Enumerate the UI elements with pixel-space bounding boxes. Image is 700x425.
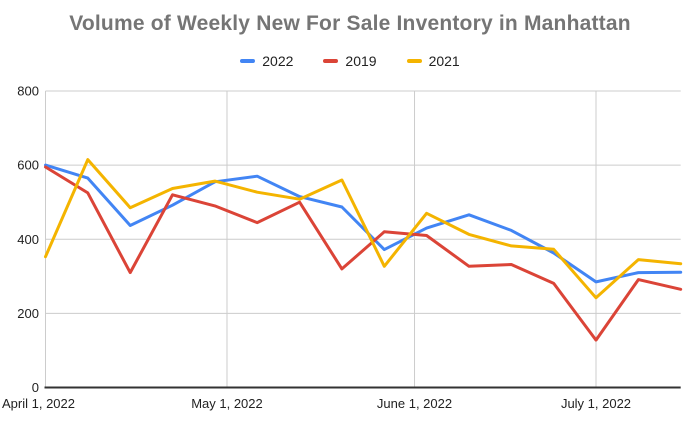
y-axis-tick-label: 600 [17,158,39,173]
series-line-2022 [44,163,683,284]
series-line-2021 [44,158,683,300]
chart-title: Volume of Weekly New For Sale Inventory … [69,12,631,35]
legend-swatch-2022-icon [240,59,256,63]
x-axis-tick-label: July 1, 2022 [561,396,631,411]
legend-label-2022: 2022 [262,53,294,69]
x-axis-tick-label: April 1, 2022 [2,396,75,411]
legend-item-2019: 2019 [323,53,377,69]
y-axis-tick-label: 200 [17,306,39,321]
legend-item-2021: 2021 [406,53,460,69]
legend-swatch-2019-icon [323,59,339,63]
x-axis-tick-label: May 1, 2022 [191,396,263,411]
x-axis-tick-label: June 1, 2022 [377,396,452,411]
chart-legend: 2022 2019 2021 [0,53,700,69]
legend-label-2021: 2021 [428,53,460,69]
y-axis-tick-label: 800 [17,84,39,99]
y-axis-tick-label: 0 [32,380,39,395]
legend-label-2019: 2019 [345,53,377,69]
legend-swatch-2021-icon [406,59,422,63]
legend-item-2022: 2022 [240,53,293,69]
y-axis-tick-label: 400 [17,232,39,247]
series-line-2019 [44,165,683,342]
